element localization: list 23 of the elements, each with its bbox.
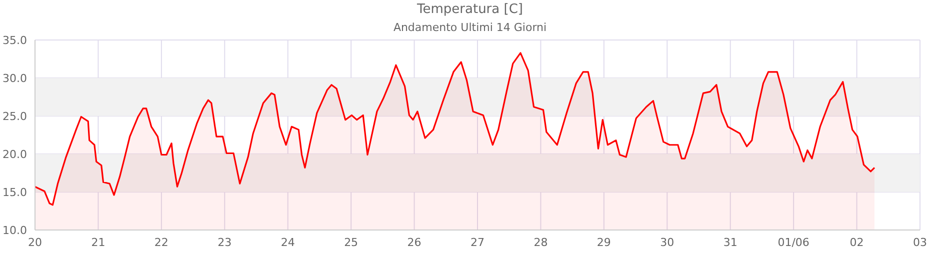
- x-tick-label: 21: [91, 236, 106, 249]
- x-tick-label: 01/06: [778, 236, 810, 249]
- x-tick-label: 26: [407, 236, 422, 249]
- x-tick-label: 03: [913, 236, 927, 249]
- y-tick-label: 15.0: [2, 186, 27, 199]
- x-tick-label: 25: [344, 236, 358, 249]
- x-tick-label: 29: [596, 236, 611, 249]
- x-tick-label: 22: [154, 236, 168, 249]
- y-tick-label: 35.0: [2, 34, 27, 47]
- y-tick-label: 10.0: [2, 224, 27, 237]
- x-tick-label: 31: [723, 236, 738, 249]
- y-tick-label: 25.0: [2, 110, 27, 123]
- y-tick-label: 30.0: [2, 72, 27, 85]
- chart-subtitle: Andamento Ultimi 14 Giorni: [392, 21, 548, 34]
- x-tick-label: 02: [850, 236, 864, 249]
- y-tick-label: 20.0: [2, 148, 27, 161]
- x-tick-label: 24: [280, 236, 295, 249]
- x-tick-label: 27: [470, 236, 484, 249]
- x-tick-label: 28: [534, 236, 548, 249]
- x-tick-label: 23: [218, 236, 232, 249]
- x-tick-label: 30: [660, 236, 674, 249]
- x-tick-label: 20: [28, 236, 42, 249]
- chart-title: Temperatura [C]: [416, 2, 524, 17]
